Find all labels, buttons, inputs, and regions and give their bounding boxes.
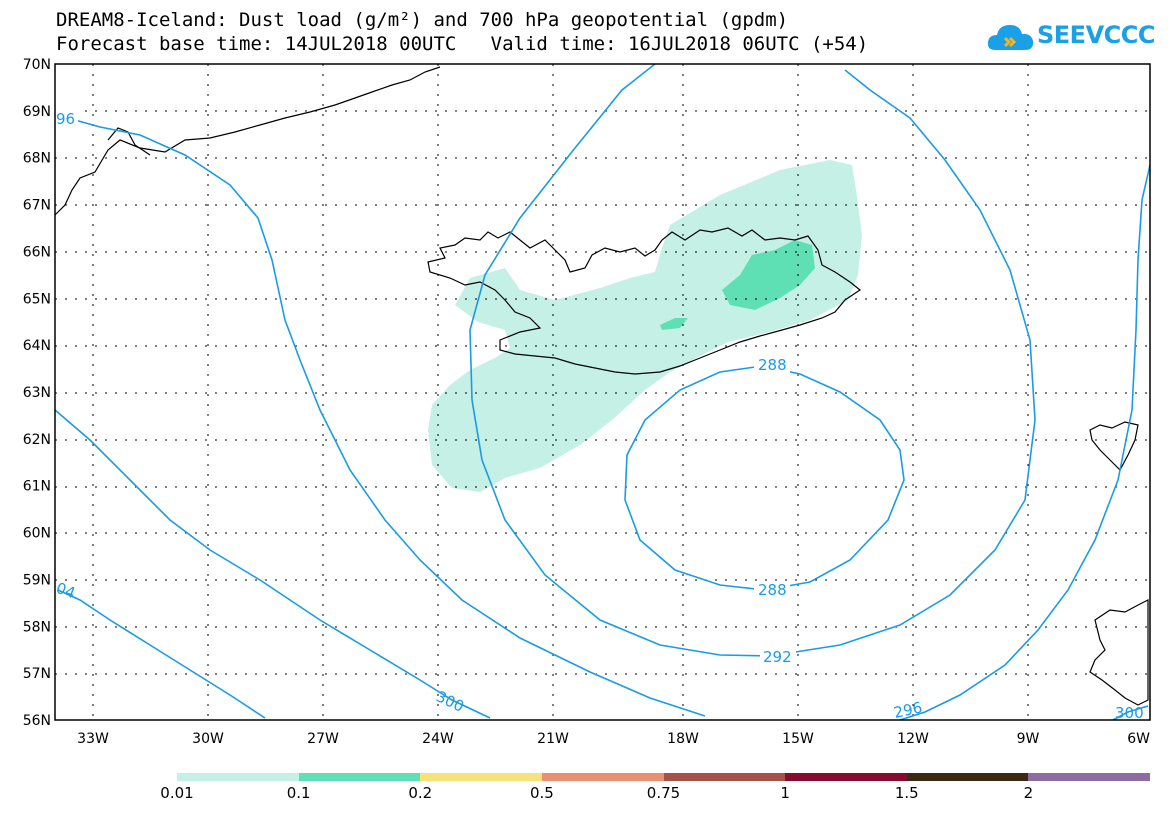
contour-300-right [1112, 705, 1149, 721]
contour-288 [624, 365, 905, 591]
legend-label: 0.75 [646, 784, 681, 802]
lon-label: 27W [307, 731, 339, 747]
contour-304 [57, 589, 266, 719]
lat-label: 64N [23, 338, 51, 354]
dust-area-medium-small [660, 318, 688, 330]
legend-label: 1.5 [894, 784, 919, 802]
lon-label: 9W [1017, 731, 1040, 747]
lon-label: 33W [77, 731, 109, 747]
contour-label: 292 [763, 648, 792, 666]
lat-label: 63N [23, 385, 51, 401]
lon-labels: 33W 30W 27W 24W 21W 18W 15W 12W 9W 6W [77, 731, 1150, 747]
lon-label: 24W [422, 731, 454, 747]
lon-label: 18W [667, 731, 699, 747]
greenland-coast [54, 66, 441, 216]
lat-label: 58N [23, 619, 51, 635]
legend-label: 0.1 [286, 784, 311, 802]
map-frame [54, 63, 1151, 721]
legend-swatch [420, 773, 542, 781]
lat-label: 59N [23, 572, 51, 588]
lat-label: 61N [23, 479, 51, 495]
contour-300 [54, 409, 491, 719]
contour-label: 288 [758, 356, 787, 374]
faroe-coast [1089, 421, 1139, 471]
legend-colorbar [177, 773, 1150, 781]
dust-area-medium [722, 240, 815, 310]
lat-label: 60N [23, 526, 51, 542]
lat-label: 69N [23, 104, 51, 120]
lon-label: 12W [897, 731, 929, 747]
legend-swatch [785, 773, 907, 781]
legend-label: 0.2 [408, 784, 433, 802]
legend-swatch [541, 773, 664, 781]
legend-label: 0.5 [529, 784, 554, 802]
iceland-coast [427, 227, 862, 375]
contour-label: 04 [54, 579, 78, 602]
lon-label: 6W [1127, 731, 1150, 747]
contour-label: 300 [1115, 704, 1144, 722]
dust-area-low [428, 160, 862, 492]
contour-296-right [899, 164, 1151, 721]
contour-296 [74, 119, 706, 717]
contour-label: 300 [433, 687, 467, 715]
legend-label: 1 [780, 784, 790, 802]
lat-labels: 70N 69N 68N 67N 66N 65N 64N 63N 62N 61N 60N 59N 58N 5… [23, 57, 51, 729]
cloud-icon [987, 25, 1034, 50]
legend-label: 0.01 [160, 784, 194, 802]
legend-swatch [177, 773, 299, 781]
contour-label: 296 [892, 698, 924, 722]
coastlines [54, 66, 1149, 706]
scotland-coast [1089, 599, 1149, 706]
lat-label: 68N [23, 151, 51, 167]
lat-label: 65N [23, 291, 51, 307]
contour-label: 288 [758, 581, 787, 599]
lat-label: 70N [23, 57, 51, 73]
legend-swatch [906, 773, 1029, 781]
lat-label: 56N [23, 713, 51, 729]
lat-label: 57N [23, 666, 51, 682]
legend-swatch [1028, 773, 1150, 781]
legend-label: 2 [1023, 784, 1034, 802]
map-subtitle: Forecast base time: 14JUL2018 00UTC Vali… [56, 33, 869, 55]
map-title: DREAM8-Iceland: Dust load (g/m²) and 700… [56, 9, 789, 31]
legend-swatch [298, 773, 421, 781]
logo-text: SEEVCCC [1037, 21, 1156, 49]
lat-label: 66N [23, 244, 51, 260]
lon-label: 21W [537, 731, 569, 747]
lon-label: 30W [192, 731, 224, 747]
contour-label: 96 [56, 110, 75, 128]
legend-swatch [663, 773, 786, 781]
seevccc-logo [985, 18, 1145, 62]
lat-label: 62N [23, 432, 51, 448]
lon-label: 15W [782, 731, 814, 747]
lat-label: 67N [23, 198, 51, 214]
